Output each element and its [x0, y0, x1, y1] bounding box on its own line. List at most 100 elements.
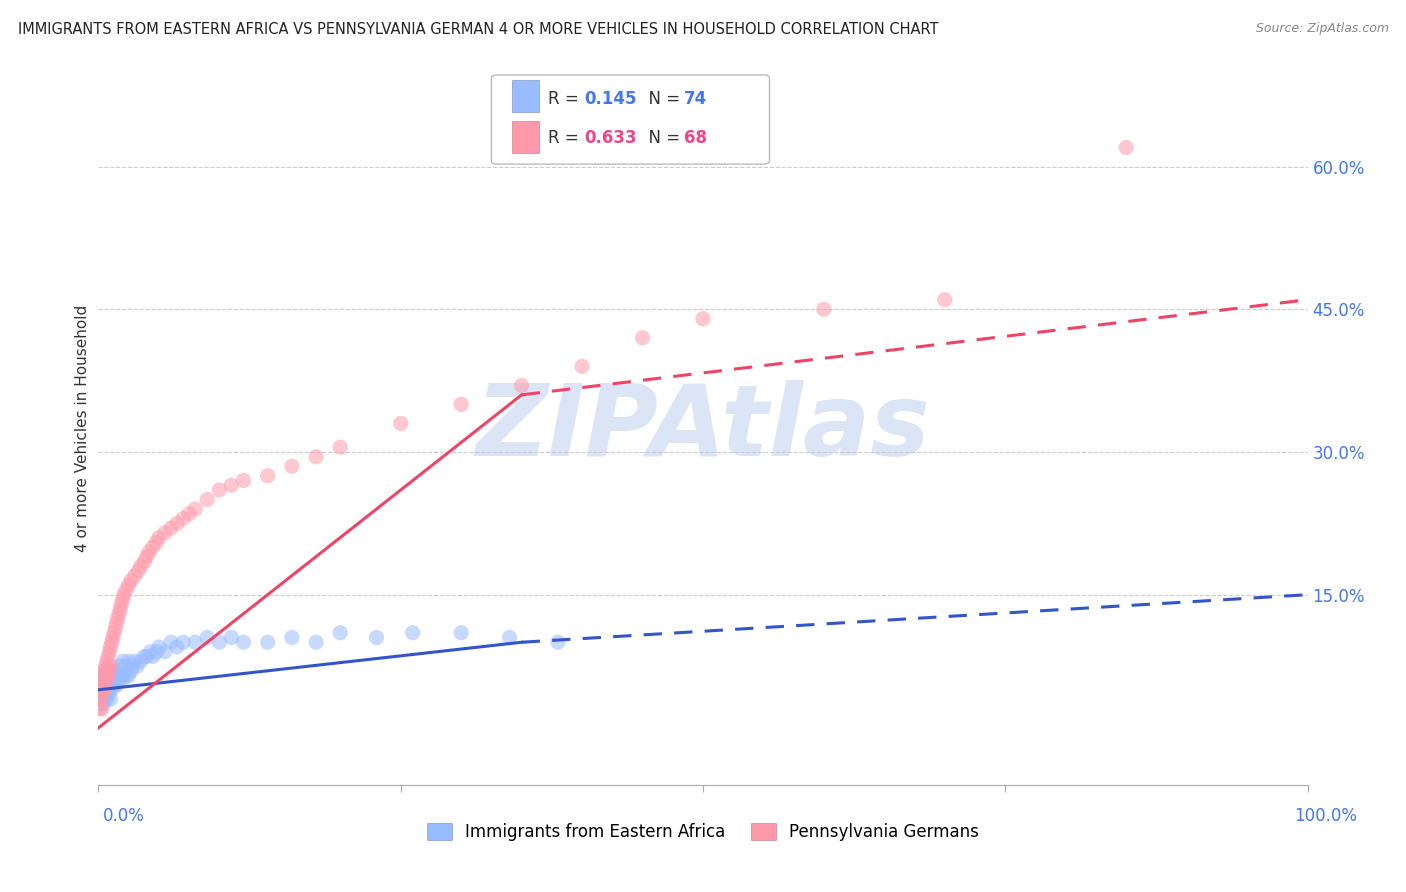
- Point: [510, 378, 533, 392]
- Point: [571, 359, 593, 374]
- Point: [184, 635, 207, 649]
- Text: 0.633: 0.633: [585, 128, 637, 146]
- Point: [98, 668, 121, 682]
- Point: [91, 668, 114, 682]
- Point: [101, 631, 124, 645]
- Point: [232, 474, 254, 488]
- Point: [134, 649, 156, 664]
- Point: [179, 507, 201, 521]
- Point: [91, 673, 114, 688]
- Y-axis label: 4 or more Vehicles in Household: 4 or more Vehicles in Household: [75, 304, 90, 552]
- Point: [1115, 140, 1137, 154]
- Point: [221, 478, 243, 492]
- Text: 0.145: 0.145: [585, 90, 637, 108]
- Point: [103, 625, 125, 640]
- Point: [110, 668, 132, 682]
- Text: 74: 74: [683, 90, 707, 108]
- Point: [108, 607, 131, 621]
- Text: R =: R =: [548, 128, 585, 146]
- Point: [115, 668, 138, 682]
- Point: [139, 645, 162, 659]
- Point: [108, 659, 131, 673]
- Point: [134, 554, 156, 568]
- Point: [329, 625, 352, 640]
- Point: [97, 649, 120, 664]
- Point: [107, 668, 129, 682]
- Point: [138, 545, 160, 559]
- Point: [208, 483, 231, 497]
- Point: [90, 697, 112, 711]
- Point: [208, 635, 231, 649]
- Point: [89, 692, 111, 706]
- Point: [115, 582, 138, 597]
- Point: [94, 659, 117, 673]
- Legend: Immigrants from Eastern Africa, Pennsylvania Germans: Immigrants from Eastern Africa, Pennsylv…: [420, 816, 986, 848]
- Point: [91, 692, 114, 706]
- Point: [87, 682, 110, 697]
- Point: [98, 664, 121, 678]
- Point: [120, 574, 142, 588]
- Point: [91, 702, 114, 716]
- Text: R =: R =: [548, 90, 585, 108]
- Point: [166, 516, 188, 531]
- Point: [120, 664, 142, 678]
- Point: [110, 597, 132, 611]
- Point: [91, 668, 114, 682]
- Text: Source: ZipAtlas.com: Source: ZipAtlas.com: [1256, 22, 1389, 36]
- Point: [111, 592, 134, 607]
- Point: [256, 635, 278, 649]
- Text: 0.0%: 0.0%: [103, 807, 145, 825]
- Point: [402, 625, 425, 640]
- Point: [450, 397, 472, 411]
- Point: [221, 631, 243, 645]
- Point: [111, 654, 134, 668]
- Point: [91, 697, 114, 711]
- Point: [281, 459, 304, 474]
- Point: [153, 525, 176, 540]
- Text: 68: 68: [683, 128, 707, 146]
- Point: [105, 616, 128, 631]
- Point: [114, 659, 136, 673]
- Point: [97, 668, 120, 682]
- Point: [91, 682, 114, 697]
- Point: [135, 549, 157, 564]
- Point: [256, 468, 278, 483]
- Point: [91, 673, 114, 688]
- Point: [129, 559, 152, 574]
- Point: [100, 678, 122, 692]
- Point: [103, 673, 125, 688]
- Point: [100, 692, 122, 706]
- Point: [166, 640, 188, 654]
- Point: [160, 521, 183, 535]
- Point: [108, 602, 131, 616]
- Point: [121, 659, 143, 673]
- Point: [108, 673, 131, 688]
- Point: [127, 564, 149, 578]
- Point: [97, 673, 120, 688]
- Point: [107, 611, 129, 625]
- Text: IMMIGRANTS FROM EASTERN AFRICA VS PENNSYLVANIA GERMAN 4 OR MORE VEHICLES IN HOUS: IMMIGRANTS FROM EASTERN AFRICA VS PENNSY…: [18, 22, 939, 37]
- Point: [87, 692, 110, 706]
- Point: [813, 302, 835, 317]
- Point: [112, 588, 135, 602]
- Point: [124, 568, 146, 582]
- Point: [498, 631, 520, 645]
- Bar: [512, 80, 538, 112]
- FancyBboxPatch shape: [492, 75, 769, 164]
- Point: [105, 678, 128, 692]
- Text: ZIPAtlas: ZIPAtlas: [475, 380, 931, 476]
- Point: [148, 531, 170, 545]
- Point: [232, 635, 254, 649]
- Point: [97, 688, 120, 702]
- Point: [96, 678, 118, 692]
- Point: [172, 635, 194, 649]
- Point: [90, 692, 112, 706]
- Point: [93, 682, 115, 697]
- Point: [96, 664, 118, 678]
- Point: [195, 631, 218, 645]
- Point: [96, 692, 118, 706]
- Point: [89, 673, 111, 688]
- Point: [124, 654, 146, 668]
- Point: [547, 635, 569, 649]
- Point: [94, 682, 117, 697]
